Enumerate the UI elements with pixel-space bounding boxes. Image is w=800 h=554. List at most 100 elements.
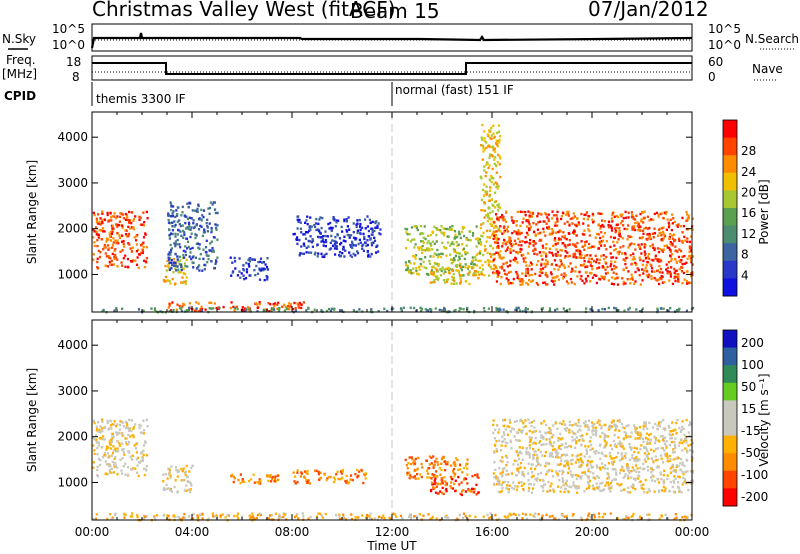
velocity-cell	[600, 427, 603, 430]
power-cell	[174, 267, 177, 270]
power-cell	[166, 265, 170, 268]
power-cell	[558, 237, 561, 240]
velocity-cell	[256, 513, 259, 517]
velocity-cell	[669, 430, 672, 433]
power-cell	[645, 226, 648, 230]
power-cell	[516, 233, 519, 236]
velocity-cell	[557, 436, 560, 440]
power-cell	[204, 308, 207, 311]
power-cell	[421, 244, 424, 248]
power-cell	[638, 228, 641, 231]
velocity-cell	[543, 454, 547, 458]
power-cell	[654, 247, 657, 250]
velocity-cell	[408, 513, 412, 516]
velocity-cell	[428, 455, 431, 458]
velocity-cell	[609, 490, 612, 493]
power-cell	[485, 214, 488, 217]
power-cell	[370, 308, 373, 311]
power-cell	[423, 248, 426, 252]
velocity-cell	[668, 426, 671, 429]
power-cell	[494, 191, 497, 194]
power-cell	[466, 267, 469, 270]
power-cell	[214, 226, 218, 230]
power-cell	[432, 271, 435, 274]
power-cell	[572, 231, 575, 234]
power-cell	[489, 145, 492, 149]
power-cell	[175, 243, 178, 246]
velocity-cell	[188, 470, 191, 473]
power-cell	[110, 232, 113, 235]
velocity-cell	[646, 491, 649, 494]
power-cell	[465, 236, 468, 240]
power-cell	[604, 261, 607, 264]
velocity-cell	[558, 445, 561, 448]
velocity-cell	[627, 486, 630, 489]
power-cell	[144, 260, 147, 263]
power-cell	[471, 234, 475, 237]
power-cell	[508, 239, 511, 242]
power-cell	[597, 233, 600, 236]
power-cell	[598, 240, 601, 244]
power-cell	[440, 225, 443, 228]
power-cell	[494, 150, 497, 153]
velocity-cell	[124, 426, 127, 429]
velocity-cell	[425, 459, 428, 462]
velocity-cell	[620, 453, 623, 456]
power-cell	[305, 246, 308, 250]
velocity-cell	[177, 469, 180, 472]
velocity-cell	[580, 475, 583, 478]
power-cell	[548, 310, 551, 313]
power-cell	[691, 228, 694, 231]
velocity-cell	[338, 515, 341, 518]
velocity-cell	[661, 489, 664, 492]
power-cell	[413, 262, 416, 265]
power-cell	[468, 282, 471, 286]
velocity-cell	[236, 514, 239, 518]
noise-tick-top-right: 10^5	[708, 22, 741, 36]
power-cell	[555, 263, 558, 267]
power-cell	[209, 242, 212, 245]
power-cell	[493, 264, 496, 267]
velocity-cell	[632, 477, 636, 480]
colorbar-segment	[723, 225, 737, 244]
power-cell	[658, 282, 661, 286]
power-cell	[552, 280, 555, 283]
power-cell	[108, 219, 111, 222]
power-cell	[310, 225, 313, 228]
velocity-cell	[607, 483, 610, 487]
velocity-cell	[564, 487, 567, 490]
velocity-cell	[666, 460, 669, 463]
power-cell	[308, 225, 312, 228]
power-cell	[578, 223, 581, 226]
power-cell	[597, 223, 601, 226]
power-cell	[356, 219, 359, 222]
velocity-cell	[559, 456, 562, 459]
power-cell	[425, 272, 429, 276]
velocity-cell	[560, 459, 563, 462]
velocity-cell	[661, 434, 664, 438]
power-cell	[659, 267, 663, 271]
power-cell	[180, 281, 183, 284]
colorbar-segment	[723, 453, 737, 472]
power-cell	[690, 259, 693, 263]
velocity-cell	[689, 449, 692, 452]
power-cell	[651, 243, 654, 246]
power-cell	[567, 212, 570, 215]
power-cell	[487, 216, 490, 219]
power-cell	[481, 209, 484, 212]
velocity-cell	[435, 485, 438, 488]
velocity-cell	[647, 488, 650, 491]
velocity-cell	[256, 481, 259, 484]
power-cell	[348, 251, 351, 254]
velocity-cell	[112, 449, 115, 452]
velocity-cell	[545, 461, 548, 465]
velocity-cell	[656, 428, 659, 431]
velocity-cell	[682, 427, 685, 431]
velocity-cell	[620, 489, 623, 492]
velocity-cell	[182, 467, 185, 470]
power-cell	[495, 251, 498, 254]
velocity-cell	[638, 480, 641, 484]
power-cell	[98, 229, 101, 232]
power-cell	[649, 245, 652, 248]
power-cell	[184, 215, 187, 218]
